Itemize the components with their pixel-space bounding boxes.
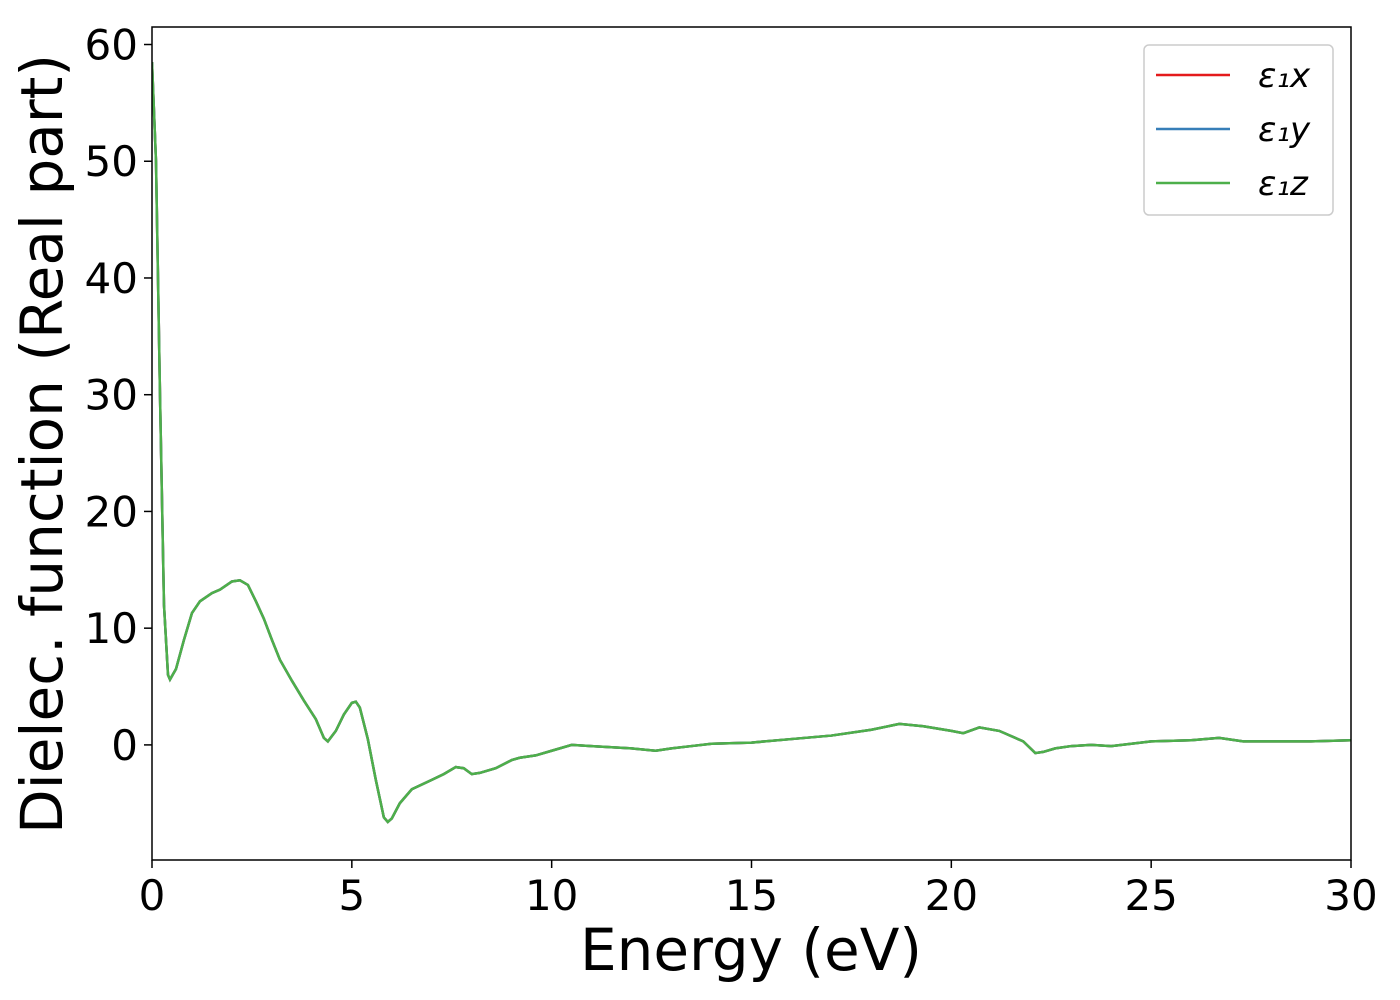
x-tick-label: 10 [525, 871, 578, 920]
legend-label: ε₁z [1258, 164, 1309, 204]
y-tick-label: 60 [85, 21, 138, 70]
series-line [152, 61, 1351, 824]
x-axis-label: Energy (eV) [580, 916, 922, 984]
y-tick-label: 30 [85, 371, 138, 420]
x-tick-label: 25 [1124, 871, 1177, 920]
x-tick-label: 5 [338, 871, 365, 920]
plot-frame [151, 26, 1352, 861]
y-axis-label: Dielec. function (Real part) [8, 54, 76, 834]
x-tick-label: 20 [925, 871, 978, 920]
x-tick-label: 15 [725, 871, 778, 920]
y-tick-label: 40 [85, 254, 138, 303]
legend-label: ε₁y [1258, 110, 1311, 150]
legend-box [1143, 44, 1334, 216]
x-tick-label: 30 [1324, 871, 1377, 920]
y-tick-label: 50 [85, 137, 138, 186]
legend-label: ε₁x [1258, 56, 1311, 96]
y-tick-label: 0 [111, 721, 138, 770]
x-tick-label: 0 [139, 871, 166, 920]
y-tick-label: 20 [85, 487, 138, 536]
y-tick-label: 10 [85, 604, 138, 653]
